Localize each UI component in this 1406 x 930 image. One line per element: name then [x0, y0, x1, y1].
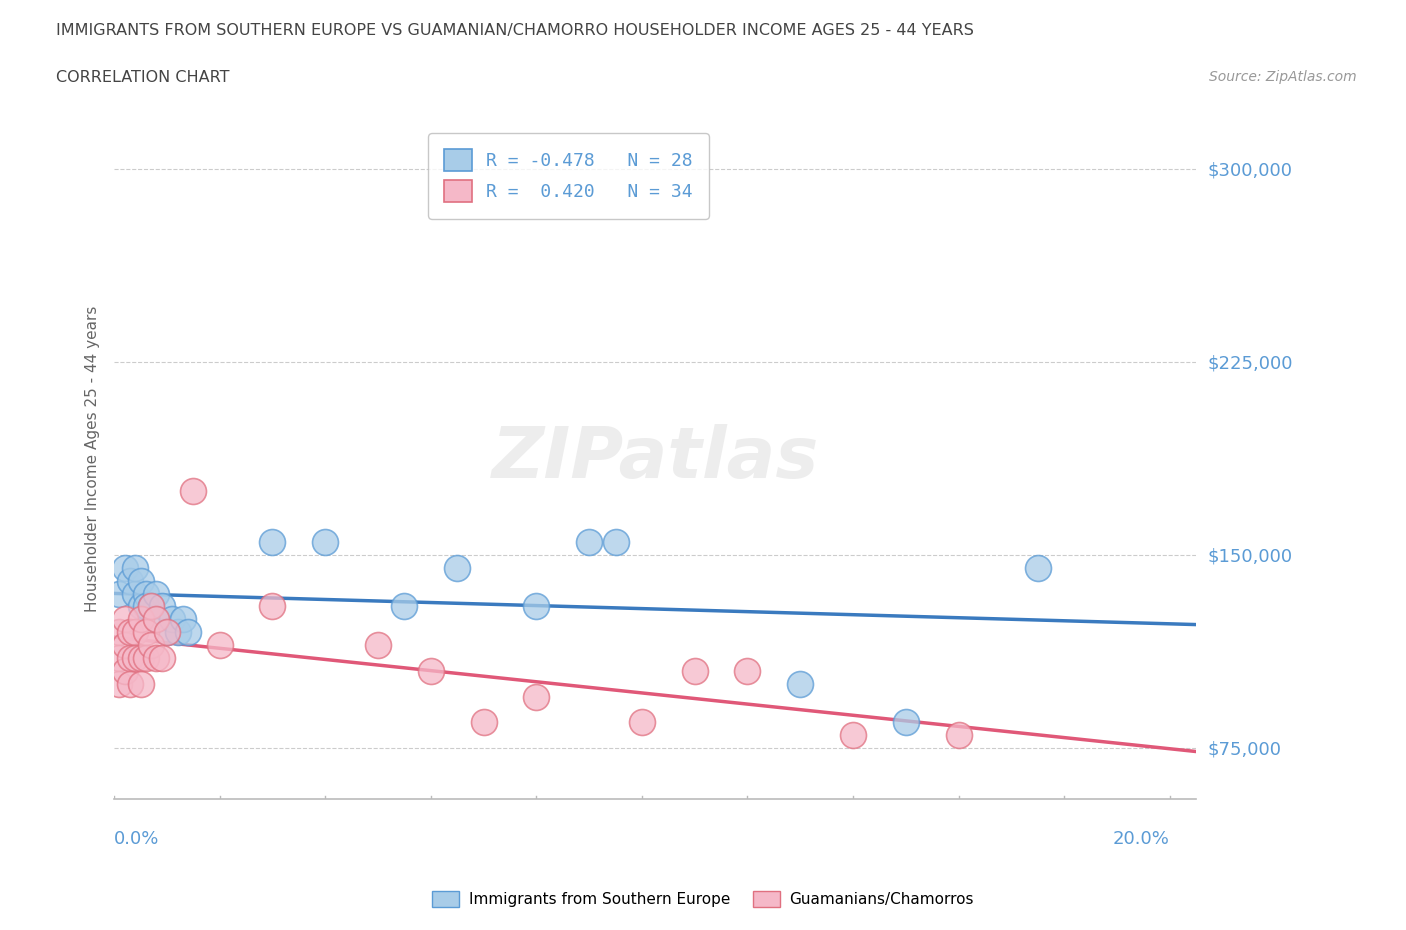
Point [894, 715, 917, 730]
Point [145, 612, 167, 627]
Point [394, 599, 416, 614]
Text: CORRELATION CHART: CORRELATION CHART [56, 70, 229, 85]
Point [145, 612, 167, 627]
Point [631, 715, 654, 730]
Point [578, 535, 600, 550]
Point [135, 650, 157, 665]
Point [262, 535, 284, 550]
Legend: R = -0.478   N = 28, R =  0.420   N = 34: R = -0.478 N = 28, R = 0.420 N = 34 [429, 133, 709, 219]
Y-axis label: Householder Income Ages 25 - 44 years: Householder Income Ages 25 - 44 years [86, 305, 100, 612]
Point [124, 561, 146, 576]
Point [139, 599, 162, 614]
Point [118, 650, 141, 665]
Point [789, 676, 811, 691]
Point [524, 599, 547, 614]
Point [108, 625, 131, 640]
Point [208, 638, 231, 653]
Text: 20.0%: 20.0% [1112, 830, 1170, 848]
Point [114, 561, 136, 576]
Point [108, 586, 131, 601]
Point [177, 625, 200, 640]
Text: ZIPatlas: ZIPatlas [491, 424, 818, 493]
Point [162, 612, 184, 627]
Point [124, 586, 146, 601]
Point [183, 483, 205, 498]
Point [118, 625, 141, 640]
Point [114, 663, 136, 678]
Point [135, 586, 157, 601]
Point [108, 650, 131, 665]
Point [129, 676, 152, 691]
Point [166, 625, 188, 640]
Point [139, 599, 162, 614]
Point [145, 650, 167, 665]
Point [135, 599, 157, 614]
Point [156, 625, 179, 640]
Point [524, 689, 547, 704]
Text: Source: ZipAtlas.com: Source: ZipAtlas.com [1209, 70, 1357, 84]
Point [145, 586, 167, 601]
Point [118, 573, 141, 588]
Point [124, 650, 146, 665]
Point [419, 663, 441, 678]
Point [367, 638, 389, 653]
Point [129, 573, 152, 588]
Point [118, 676, 141, 691]
Point [262, 599, 284, 614]
Point [737, 663, 759, 678]
Point [150, 599, 173, 614]
Point [129, 650, 152, 665]
Point [129, 599, 152, 614]
Point [172, 612, 194, 627]
Point [156, 625, 179, 640]
Point [114, 612, 136, 627]
Point [446, 561, 468, 576]
Point [605, 535, 627, 550]
Point [842, 727, 865, 742]
Point [124, 625, 146, 640]
Text: 0.0%: 0.0% [114, 830, 159, 848]
Point [108, 676, 131, 691]
Point [314, 535, 336, 550]
Point [139, 638, 162, 653]
Point [683, 663, 706, 678]
Point [129, 612, 152, 627]
Text: IMMIGRANTS FROM SOUTHERN EUROPE VS GUAMANIAN/CHAMORRO HOUSEHOLDER INCOME AGES 25: IMMIGRANTS FROM SOUTHERN EUROPE VS GUAMA… [56, 23, 974, 38]
Point [472, 715, 495, 730]
Point [150, 650, 173, 665]
Point [114, 638, 136, 653]
Point [135, 625, 157, 640]
Point [1026, 561, 1049, 576]
Legend: Immigrants from Southern Europe, Guamanians/Chamorros: Immigrants from Southern Europe, Guamani… [426, 884, 980, 913]
Point [948, 727, 970, 742]
